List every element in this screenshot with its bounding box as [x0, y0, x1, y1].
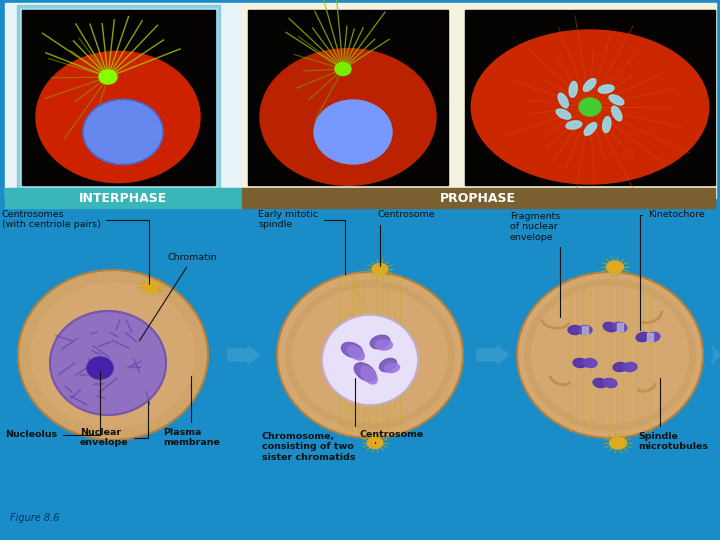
Ellipse shape	[603, 117, 611, 132]
Ellipse shape	[517, 272, 703, 438]
Bar	[20, 8, 217, 187]
Ellipse shape	[361, 366, 377, 384]
Ellipse shape	[556, 109, 571, 119]
Ellipse shape	[613, 362, 627, 372]
Ellipse shape	[341, 342, 363, 357]
Text: Nuclear
envelope: Nuclear envelope	[80, 401, 148, 448]
Ellipse shape	[584, 123, 597, 136]
Ellipse shape	[379, 359, 397, 372]
Ellipse shape	[613, 322, 627, 332]
Bar	[5, 188, 242, 208]
Text: Centrosome: Centrosome	[378, 210, 436, 266]
Text: Plasma
membrane: Plasma membrane	[163, 376, 220, 448]
Text: Fragments
of nuclear
envelope: Fragments of nuclear envelope	[510, 212, 560, 317]
Bar	[582, 326, 588, 334]
Ellipse shape	[558, 93, 568, 108]
Text: Chromatin: Chromatin	[140, 253, 217, 341]
Ellipse shape	[87, 357, 113, 379]
Ellipse shape	[568, 326, 582, 334]
Ellipse shape	[636, 333, 650, 342]
Ellipse shape	[646, 333, 660, 342]
Text: PROPHASE: PROPHASE	[440, 192, 516, 205]
Ellipse shape	[598, 85, 614, 93]
FancyArrow shape	[712, 346, 720, 364]
Ellipse shape	[260, 49, 436, 185]
Bar	[248, 10, 448, 185]
Ellipse shape	[314, 100, 392, 164]
Text: Figure 8.6: Figure 8.6	[10, 513, 60, 523]
Ellipse shape	[578, 326, 592, 334]
Ellipse shape	[583, 79, 596, 91]
FancyArrow shape	[228, 346, 260, 364]
Ellipse shape	[472, 30, 708, 184]
Ellipse shape	[623, 362, 637, 372]
Ellipse shape	[99, 70, 117, 84]
Ellipse shape	[18, 270, 208, 440]
Bar	[242, 188, 715, 208]
Bar	[22, 10, 215, 185]
Bar	[465, 10, 715, 185]
Ellipse shape	[606, 261, 624, 273]
Text: Nucleolus: Nucleolus	[5, 371, 100, 439]
Ellipse shape	[376, 340, 392, 350]
Bar	[617, 323, 623, 331]
Ellipse shape	[143, 281, 158, 293]
Ellipse shape	[50, 311, 166, 415]
Ellipse shape	[579, 98, 601, 116]
Ellipse shape	[569, 82, 577, 97]
Ellipse shape	[348, 346, 364, 360]
Text: Chromosome,
consisting of two
sister chromatids: Chromosome, consisting of two sister chr…	[262, 378, 356, 462]
Ellipse shape	[593, 379, 607, 388]
Ellipse shape	[583, 359, 597, 368]
Ellipse shape	[322, 315, 418, 405]
Text: Early mitotic
spindle: Early mitotic spindle	[258, 210, 345, 274]
Ellipse shape	[335, 63, 351, 76]
Ellipse shape	[566, 121, 582, 129]
Ellipse shape	[372, 264, 387, 274]
Ellipse shape	[370, 335, 390, 349]
Text: Centrosomes
(with centriole pairs): Centrosomes (with centriole pairs)	[2, 210, 149, 284]
FancyArrow shape	[477, 346, 509, 364]
Bar	[647, 333, 653, 341]
Ellipse shape	[277, 272, 463, 438]
Text: INTERPHASE: INTERPHASE	[79, 192, 167, 205]
Ellipse shape	[603, 322, 617, 332]
Bar	[5, 3, 242, 198]
Ellipse shape	[354, 363, 376, 381]
Bar	[17, 5, 220, 190]
Ellipse shape	[611, 106, 622, 121]
Bar	[242, 3, 716, 198]
Ellipse shape	[573, 359, 587, 368]
Ellipse shape	[83, 99, 163, 165]
Text: Spindle
microtubules: Spindle microtubules	[638, 378, 708, 451]
Text: Centrosome: Centrosome	[360, 430, 424, 443]
Ellipse shape	[367, 437, 383, 449]
Ellipse shape	[384, 363, 400, 373]
Text: Kinetochore: Kinetochore	[640, 210, 705, 330]
Ellipse shape	[610, 437, 626, 449]
Ellipse shape	[603, 379, 617, 388]
Ellipse shape	[36, 51, 200, 183]
Ellipse shape	[609, 95, 624, 105]
